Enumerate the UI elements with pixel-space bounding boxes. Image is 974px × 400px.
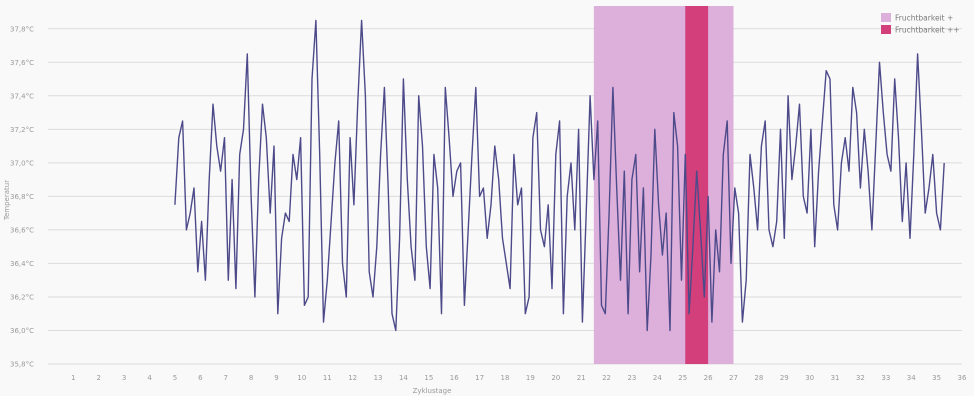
y-tick-label: 37,0°C bbox=[10, 159, 34, 167]
y-tick-label: 36,2°C bbox=[10, 293, 34, 301]
y-tick-label: 35,8°C bbox=[10, 361, 34, 369]
x-tick-label: 12 bbox=[348, 374, 357, 382]
x-tick-label: 10 bbox=[297, 374, 306, 382]
y-tick-label: 37,6°C bbox=[10, 59, 34, 67]
x-tick-label: 35 bbox=[932, 374, 941, 382]
x-tick-label: 26 bbox=[704, 374, 713, 382]
x-tick-label: 4 bbox=[147, 374, 152, 382]
x-tick-label: 19 bbox=[526, 374, 535, 382]
y-tick-label: 36,8°C bbox=[10, 193, 34, 201]
x-tick-label: 33 bbox=[881, 374, 890, 382]
temperature-line bbox=[174, 19, 945, 332]
legend-swatch bbox=[881, 25, 891, 34]
y-tick-label: 37,8°C bbox=[10, 25, 34, 33]
y-tick-label: 36,0°C bbox=[10, 327, 34, 335]
x-tick-label: 30 bbox=[805, 374, 814, 382]
x-tick-label: 31 bbox=[831, 374, 840, 382]
y-tick-label: 37,4°C bbox=[10, 92, 34, 100]
x-tick-label: 13 bbox=[374, 374, 383, 382]
y-axis-title: Temperatur bbox=[3, 180, 11, 221]
x-tick-label: 14 bbox=[399, 374, 408, 382]
legend-label: Fruchtbarkeit + bbox=[895, 14, 953, 23]
x-tick-label: 27 bbox=[729, 374, 738, 382]
x-tick-label: 16 bbox=[450, 374, 459, 382]
x-axis-title: Zyklustage bbox=[413, 387, 452, 395]
x-tick-label: 36 bbox=[958, 374, 967, 382]
x-tick-label: 28 bbox=[754, 374, 763, 382]
x-tick-label: 5 bbox=[173, 374, 177, 382]
x-tick-label: 29 bbox=[780, 374, 789, 382]
x-tick-label: 24 bbox=[653, 374, 662, 382]
x-tick-label: 9 bbox=[274, 374, 278, 382]
x-tick-label: 3 bbox=[122, 374, 126, 382]
x-tick-label: 25 bbox=[678, 374, 687, 382]
y-tick-label: 37,2°C bbox=[10, 126, 34, 134]
x-tick-label: 8 bbox=[249, 374, 253, 382]
x-tick-label: 23 bbox=[627, 374, 636, 382]
x-tick-label: 18 bbox=[501, 374, 510, 382]
x-tick-label: 22 bbox=[602, 374, 611, 382]
x-tick-label: 34 bbox=[907, 374, 916, 382]
y-tick-label: 36,4°C bbox=[10, 260, 34, 268]
x-tick-label: 7 bbox=[223, 374, 227, 382]
x-tick-label: 1 bbox=[71, 374, 75, 382]
x-tick-label: 17 bbox=[475, 374, 484, 382]
x-tick-label: 20 bbox=[551, 374, 560, 382]
legend-swatch bbox=[881, 13, 891, 22]
x-tick-label: 2 bbox=[97, 374, 101, 382]
x-tick-label: 32 bbox=[856, 374, 865, 382]
x-tick-label: 6 bbox=[198, 374, 203, 382]
x-tick-label: 15 bbox=[424, 374, 433, 382]
legend-label: Fruchtbarkeit ++ bbox=[895, 26, 960, 35]
x-tick-label: 11 bbox=[323, 374, 332, 382]
x-tick-label: 21 bbox=[577, 374, 586, 382]
y-tick-label: 36,6°C bbox=[10, 226, 34, 234]
